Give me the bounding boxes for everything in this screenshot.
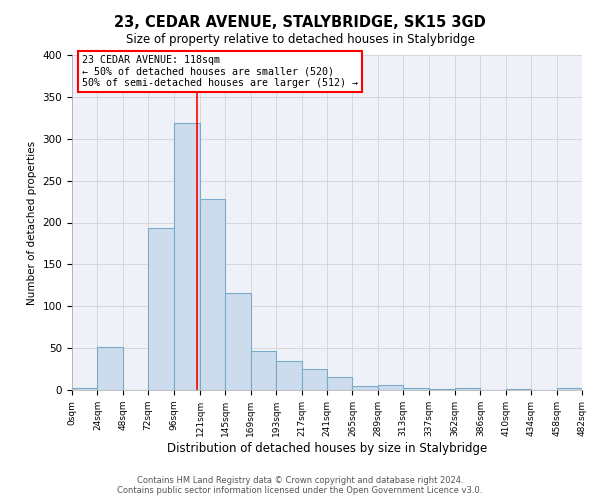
Bar: [403, 388, 428, 390]
Y-axis label: Number of detached properties: Number of detached properties: [27, 140, 37, 304]
Text: Contains HM Land Registry data © Crown copyright and database right 2024.: Contains HM Land Registry data © Crown c…: [137, 476, 463, 485]
X-axis label: Distribution of detached houses by size in Stalybridge: Distribution of detached houses by size …: [167, 442, 487, 454]
Bar: [148, 228, 173, 390]
Bar: [97, 348, 123, 390]
Bar: [226, 293, 251, 390]
Bar: [506, 389, 531, 390]
Bar: [72, 388, 97, 390]
Text: Size of property relative to detached houses in Stalybridge: Size of property relative to detached ho…: [125, 32, 475, 46]
Bar: [173, 123, 200, 390]
Bar: [200, 199, 226, 390]
Bar: [557, 388, 582, 390]
Bar: [455, 388, 481, 390]
Bar: [251, 352, 276, 390]
Bar: [327, 376, 352, 390]
Bar: [302, 369, 327, 390]
Text: Contains public sector information licensed under the Open Government Licence v3: Contains public sector information licen…: [118, 486, 482, 495]
Text: 23, CEDAR AVENUE, STALYBRIDGE, SK15 3GD: 23, CEDAR AVENUE, STALYBRIDGE, SK15 3GD: [114, 15, 486, 30]
Bar: [352, 386, 378, 390]
Bar: [378, 385, 403, 390]
Text: 23 CEDAR AVENUE: 118sqm
← 50% of detached houses are smaller (520)
50% of semi-d: 23 CEDAR AVENUE: 118sqm ← 50% of detache…: [82, 55, 358, 88]
Bar: [276, 360, 302, 390]
Bar: [428, 389, 455, 390]
